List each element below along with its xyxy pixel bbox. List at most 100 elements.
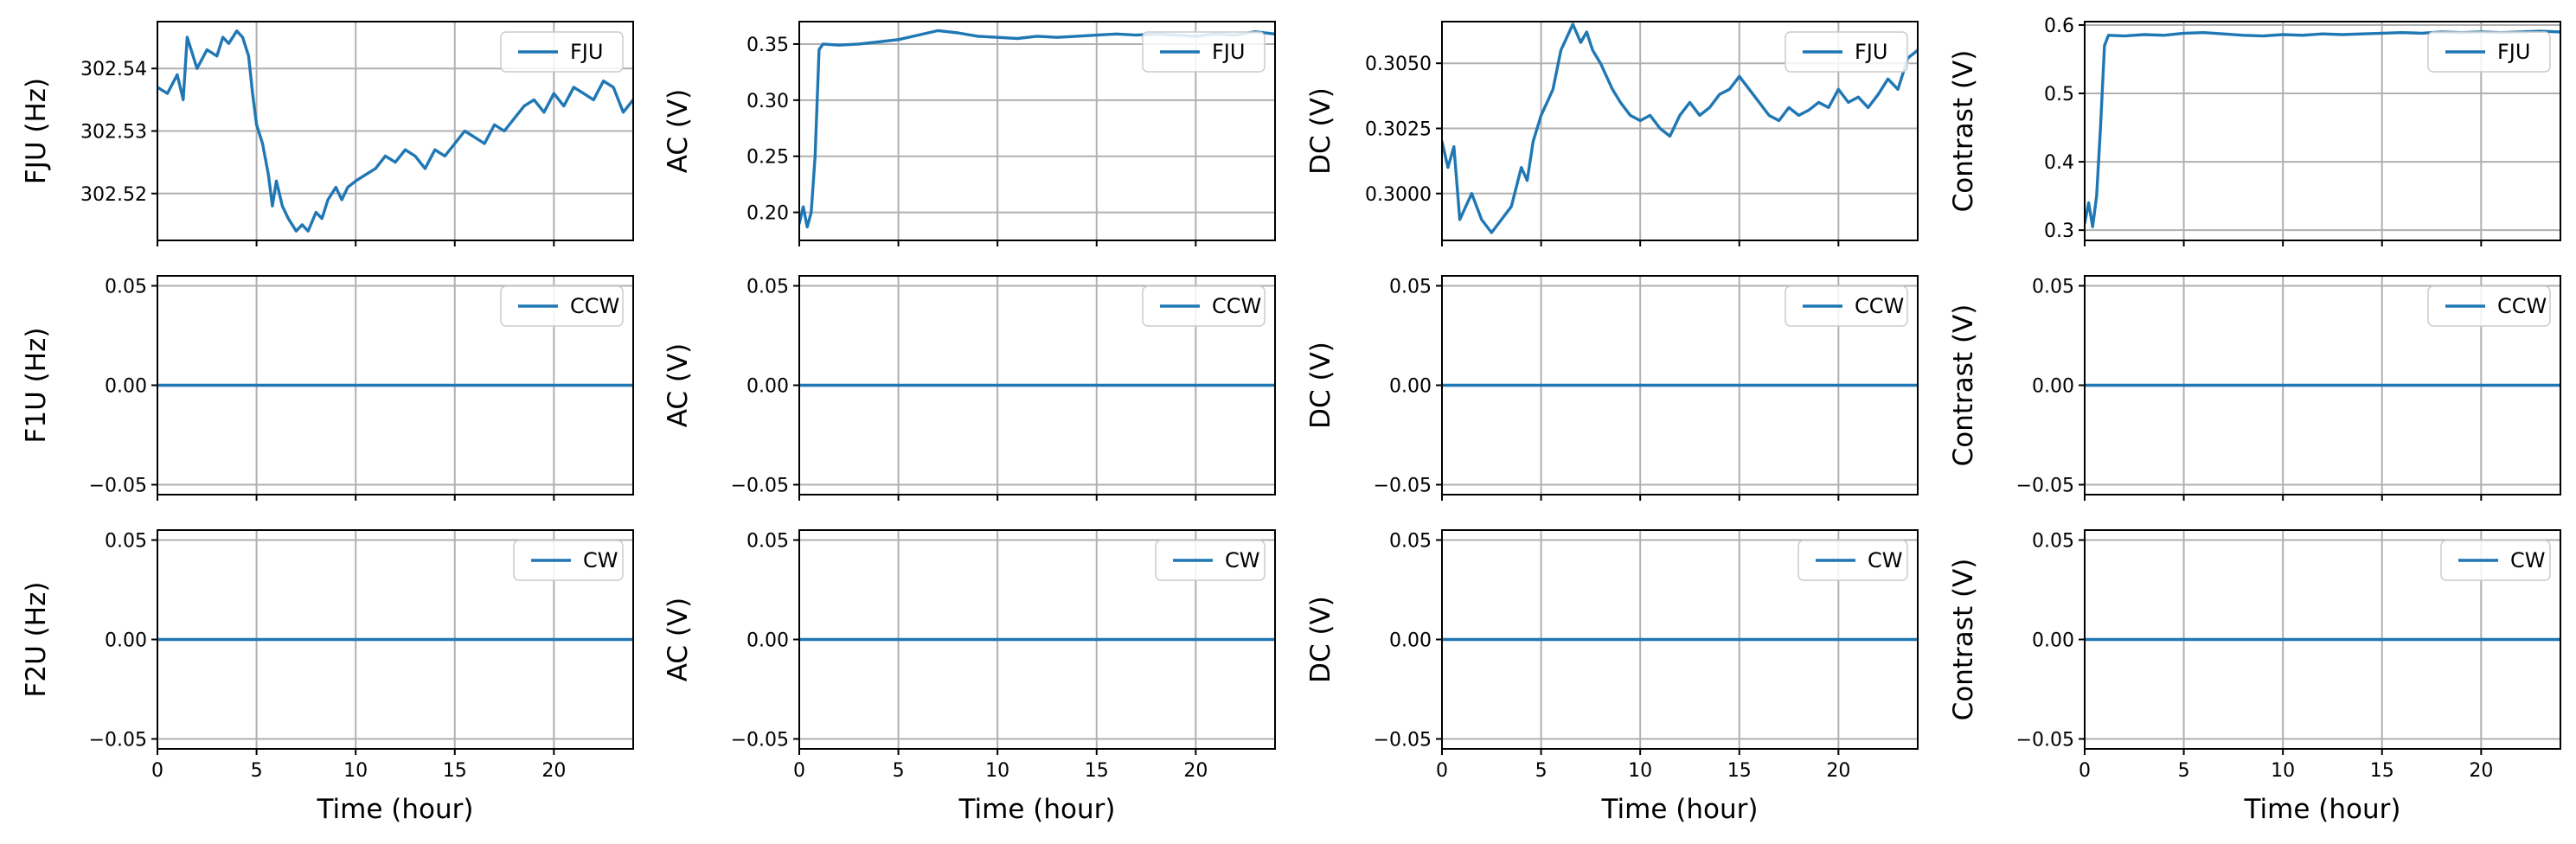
x-tick-label: 15 bbox=[1085, 760, 1109, 782]
x-tick-label: 5 bbox=[2178, 760, 2190, 782]
legend: CW bbox=[2440, 540, 2551, 581]
x-tick-label: 20 bbox=[1826, 760, 1850, 782]
y-tick-label: 0.05 bbox=[2032, 531, 2074, 553]
y-axis-label: AC (V) bbox=[663, 598, 694, 682]
x-tick-label: 15 bbox=[2370, 760, 2394, 782]
y-tick-label: 0.25 bbox=[747, 147, 789, 169]
subplot-r2c1: 0 5 10 15 20 −0.05 0.00 0.05 AC (V) Time (hour) CW bbox=[663, 529, 1276, 825]
legend: FJU bbox=[1142, 31, 1266, 73]
x-axis-label: Time (hour) bbox=[317, 794, 474, 825]
y-tick-label: 0.00 bbox=[1389, 630, 1432, 652]
x-tick-label: 5 bbox=[251, 760, 263, 782]
x-tick-label: 15 bbox=[1727, 760, 1752, 782]
subplot-r1c1: −0.05 0.00 0.05 AC (V) CCW bbox=[663, 275, 1276, 501]
y-tick-label: 302.54 bbox=[80, 59, 147, 80]
y-axis-label: F1U (Hz) bbox=[21, 328, 52, 444]
subplot-r1c2: −0.05 0.00 0.05 DC (V) CCW bbox=[1305, 275, 1919, 501]
plot-frame bbox=[1441, 21, 1919, 241]
x-tick-label: 20 bbox=[2469, 760, 2493, 782]
y-tick-label: 0.3050 bbox=[1365, 54, 1432, 75]
legend: FJU bbox=[500, 31, 624, 73]
legend: CCW bbox=[1785, 285, 1908, 327]
y-tick-label: −0.05 bbox=[731, 730, 789, 751]
y-axis-label: FJU (Hz) bbox=[21, 78, 52, 184]
y-axis-label: Contrast (V) bbox=[1948, 50, 1979, 213]
plot-frame bbox=[798, 21, 1276, 241]
subplot-r1c0: −0.05 0.00 0.05 F1U (Hz) CCW bbox=[21, 275, 634, 501]
y-tick-label: 0.00 bbox=[2032, 630, 2074, 652]
y-tick-label: 0.00 bbox=[2032, 376, 2074, 398]
y-tick-label: 0.05 bbox=[747, 531, 789, 553]
y-tick-label: −0.05 bbox=[2016, 730, 2074, 751]
legend-label: FJU bbox=[2497, 40, 2530, 64]
x-tick-label: 0 bbox=[793, 760, 805, 782]
y-axis-label: Contrast (V) bbox=[1948, 304, 1979, 467]
x-tick-label: 20 bbox=[541, 760, 566, 782]
y-tick-label: −0.05 bbox=[1374, 730, 1432, 751]
legend-label: CW bbox=[583, 548, 618, 572]
x-tick-label: 10 bbox=[1628, 760, 1652, 782]
legend-box bbox=[2427, 285, 2551, 327]
subplot-r0c0: 302.52 302.53 302.54 FJU (Hz) FJU bbox=[21, 21, 634, 246]
legend-label: CW bbox=[2510, 548, 2546, 572]
y-tick-label: −0.05 bbox=[2016, 476, 2074, 497]
y-tick-label: −0.05 bbox=[89, 730, 147, 751]
legend: CCW bbox=[1142, 285, 1266, 327]
legend-label: CCW bbox=[570, 294, 619, 318]
y-axis-label: DC (V) bbox=[1305, 342, 1336, 429]
y-tick-label: 302.52 bbox=[80, 184, 147, 206]
plot-frame bbox=[2084, 21, 2561, 241]
y-axis-label: F2U (Hz) bbox=[21, 582, 52, 698]
y-tick-label: 0.5 bbox=[2044, 84, 2074, 106]
y-tick-label: 0.3 bbox=[2044, 221, 2074, 242]
y-tick-label: 0.00 bbox=[105, 376, 147, 398]
legend-box bbox=[1785, 31, 1908, 73]
x-tick-label: 10 bbox=[2271, 760, 2295, 782]
legend-box bbox=[500, 31, 624, 73]
y-tick-label: 0.00 bbox=[747, 376, 789, 398]
y-tick-label: 302.53 bbox=[80, 122, 147, 144]
x-tick-label: 0 bbox=[1436, 760, 1448, 782]
x-tick-label: 5 bbox=[893, 760, 905, 782]
y-tick-label: 0.3000 bbox=[1365, 184, 1432, 206]
legend-label: CCW bbox=[1212, 294, 1261, 318]
legend-label: CW bbox=[1225, 548, 1260, 572]
y-tick-label: 0.35 bbox=[747, 35, 789, 56]
x-tick-label: 10 bbox=[985, 760, 1009, 782]
y-axis-label: Contrast (V) bbox=[1948, 559, 1979, 721]
y-tick-label: 0.6 bbox=[2044, 16, 2074, 37]
legend-label: FJU bbox=[570, 40, 603, 64]
legend-box bbox=[500, 285, 624, 327]
y-tick-label: 0.05 bbox=[1389, 277, 1432, 298]
y-tick-label: 0.00 bbox=[1389, 376, 1432, 398]
y-tick-label: 0.3025 bbox=[1365, 118, 1432, 140]
y-tick-label: 0.05 bbox=[2032, 277, 2074, 298]
legend: FJU bbox=[2427, 31, 2551, 73]
legend-box bbox=[1142, 31, 1266, 73]
y-tick-label: 0.30 bbox=[747, 91, 789, 112]
subplot-r0c1: 0.20 0.25 0.30 0.35 AC (V) FJU bbox=[663, 21, 1276, 246]
subplot-r0c3: 0.3 0.4 0.5 0.6 Contrast (V) FJU bbox=[1948, 16, 2561, 246]
legend: CCW bbox=[500, 285, 624, 327]
x-tick-label: 5 bbox=[1535, 760, 1548, 782]
x-axis-label: Time (hour) bbox=[2244, 794, 2401, 825]
x-axis-label: Time (hour) bbox=[958, 794, 1116, 825]
legend: CW bbox=[513, 540, 624, 581]
legend-box bbox=[2427, 31, 2551, 73]
legend-box bbox=[1785, 285, 1908, 327]
y-axis-label: DC (V) bbox=[1305, 596, 1336, 683]
legend-label: FJU bbox=[1855, 40, 1887, 64]
legend: CCW bbox=[2427, 285, 2551, 327]
subplot-r1c3: −0.05 0.00 0.05 Contrast (V) CCW bbox=[1948, 275, 2561, 501]
y-tick-label: 0.05 bbox=[1389, 531, 1432, 553]
y-tick-label: −0.05 bbox=[89, 476, 147, 497]
series-line-fju bbox=[157, 29, 633, 233]
y-axis-label: AC (V) bbox=[663, 343, 694, 428]
subplot-r2c0: 0 5 10 15 20 −0.05 0.00 0.05 F2U (Hz) Time (hour)… bbox=[21, 529, 634, 825]
y-tick-label: 0.4 bbox=[2044, 152, 2074, 174]
legend-label: CW bbox=[1868, 548, 1903, 572]
subplot-r0c2: 0.3000 0.3025 0.3050 DC (V) FJU bbox=[1305, 21, 1919, 246]
legend: CW bbox=[1155, 540, 1266, 581]
y-tick-label: 0.20 bbox=[747, 203, 789, 225]
